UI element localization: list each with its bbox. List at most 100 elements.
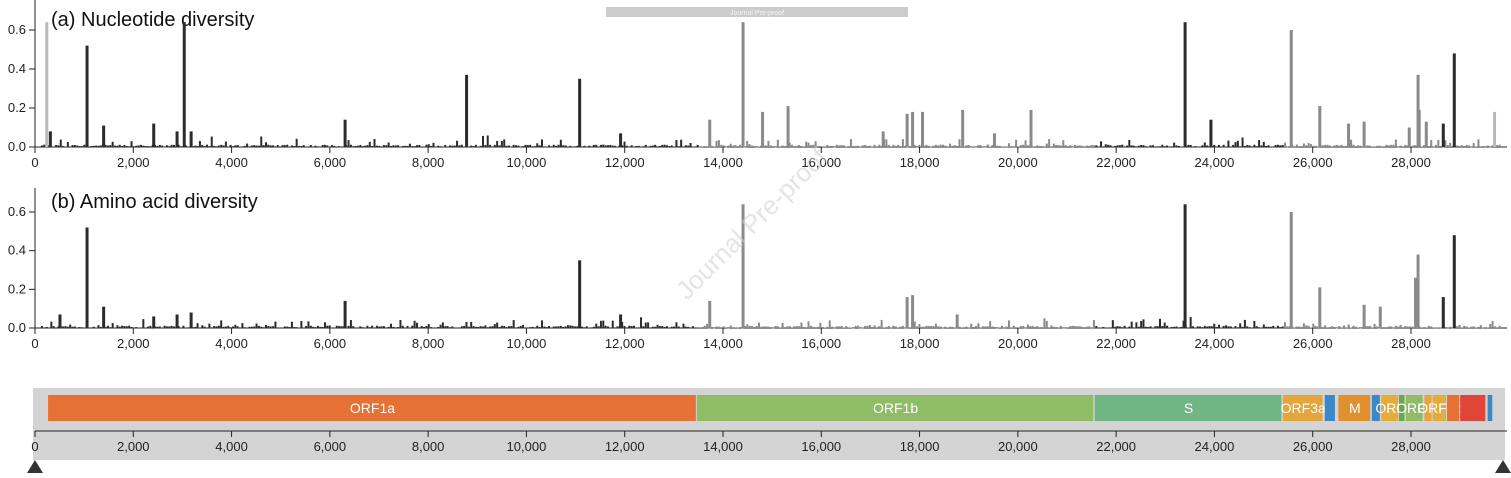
- diversity-bar: [1095, 145, 1098, 147]
- diversity-bar: [1168, 146, 1171, 148]
- diversity-bar: [1149, 145, 1152, 147]
- diversity-bar: [715, 140, 718, 147]
- y-tick-label: 0.0: [8, 320, 26, 335]
- diversity-peak-bar: [102, 306, 106, 328]
- x-tick-label: 10,000: [507, 336, 547, 351]
- diversity-bar: [1411, 145, 1414, 147]
- diversity-bar: [566, 325, 569, 328]
- diversity-bar: [427, 324, 430, 328]
- diversity-bar: [1250, 146, 1253, 147]
- diversity-bar: [149, 325, 152, 328]
- diversity-bar: [439, 146, 442, 147]
- diversity-bar: [904, 327, 907, 329]
- diversity-bar: [1026, 145, 1029, 147]
- diversity-bar: [448, 145, 451, 147]
- diversity-bar: [323, 144, 326, 147]
- diversity-bar: [722, 145, 725, 147]
- diversity-bar: [1135, 322, 1138, 328]
- diversity-bar: [691, 146, 694, 148]
- diversity-bar: [354, 145, 357, 147]
- diversity-bar: [385, 327, 388, 329]
- diversity-bar: [489, 326, 492, 328]
- diversity-bar: [1225, 325, 1228, 328]
- diversity-bar: [1354, 326, 1357, 328]
- diversity-bar: [1062, 327, 1065, 329]
- diversity-bar: [1022, 325, 1025, 328]
- genome-x-tick-label: 26,000: [1293, 439, 1333, 454]
- x-tick-label: 4,000: [215, 336, 248, 351]
- diversity-bar: [656, 324, 659, 328]
- diversity-peak-bar: [343, 300, 347, 328]
- diversity-bar: [1253, 320, 1256, 328]
- diversity-peak-bar: [708, 300, 712, 328]
- diversity-peak-bar: [152, 316, 156, 328]
- diversity-bar: [833, 146, 836, 148]
- diversity-bar: [1302, 143, 1305, 147]
- diversity-bar: [1196, 326, 1199, 328]
- diversity-bar: [1107, 327, 1110, 329]
- diversity-bar: [180, 146, 183, 147]
- diversity-bar: [1326, 144, 1329, 147]
- diversity-bar: [757, 146, 760, 148]
- diversity-bar: [717, 140, 720, 147]
- diversity-bar: [710, 326, 713, 328]
- diversity-bar: [661, 144, 664, 147]
- diversity-bar: [621, 145, 624, 147]
- diversity-bar: [224, 326, 227, 328]
- diversity-bar: [489, 144, 492, 147]
- diversity-bar: [241, 146, 244, 148]
- diversity-bar: [1397, 146, 1400, 148]
- diversity-bar: [1175, 326, 1178, 328]
- diversity-bar: [708, 327, 711, 329]
- diversity-bar: [446, 326, 449, 328]
- diversity-bar: [795, 326, 798, 328]
- diversity-bar: [1302, 323, 1305, 328]
- diversity-bar: [901, 325, 904, 328]
- diversity-bar: [668, 327, 671, 329]
- diversity-bar: [857, 325, 860, 328]
- diversity-bar: [201, 325, 204, 328]
- diversity-bar: [878, 144, 881, 147]
- diversity-bar: [883, 327, 886, 329]
- diversity-bar: [960, 327, 963, 329]
- x-tick-label: 2,000: [117, 155, 150, 170]
- diversity-bar: [149, 146, 152, 147]
- diversity-bar: [651, 326, 654, 328]
- diversity-bar: [512, 320, 515, 328]
- diversity-bar: [722, 326, 725, 328]
- diversity-bar: [835, 326, 838, 328]
- diversity-bar: [694, 327, 697, 329]
- diversity-bar: [824, 146, 827, 148]
- diversity-bar: [1045, 143, 1048, 147]
- diversity-bar: [1420, 327, 1423, 329]
- diversity-bar: [1387, 326, 1390, 328]
- diversity-bar: [361, 327, 364, 328]
- diversity-bar: [109, 327, 112, 328]
- diversity-bar: [404, 145, 407, 147]
- diversity-bar: [979, 145, 982, 147]
- diversity-bar: [309, 144, 312, 147]
- diversity-bar: [1279, 145, 1282, 147]
- diversity-bar: [847, 146, 850, 147]
- x-tick-label: 8,000: [412, 155, 445, 170]
- diversity-bar: [1236, 327, 1239, 328]
- diversity-bar: [1477, 326, 1480, 328]
- diversity-peak-bar: [619, 133, 623, 147]
- diversity-bar: [623, 141, 626, 147]
- diversity-bar: [1406, 326, 1409, 328]
- diversity-peak-bar: [761, 111, 765, 147]
- diversity-bar: [128, 146, 131, 147]
- diversity-bar: [78, 146, 81, 147]
- diversity-bar: [755, 146, 758, 148]
- diversity-peak-bar: [1347, 123, 1351, 147]
- diversity-bar: [1059, 145, 1062, 147]
- diversity-bar: [720, 327, 723, 328]
- diversity-bar: [423, 146, 426, 148]
- diversity-bar: [1295, 326, 1298, 328]
- diversity-bar: [88, 146, 91, 148]
- diversity-bar: [1173, 142, 1176, 147]
- diversity-bar: [507, 326, 510, 328]
- diversity-bar: [1423, 145, 1426, 147]
- diversity-bar: [793, 326, 796, 328]
- diversity-bar: [1255, 326, 1258, 328]
